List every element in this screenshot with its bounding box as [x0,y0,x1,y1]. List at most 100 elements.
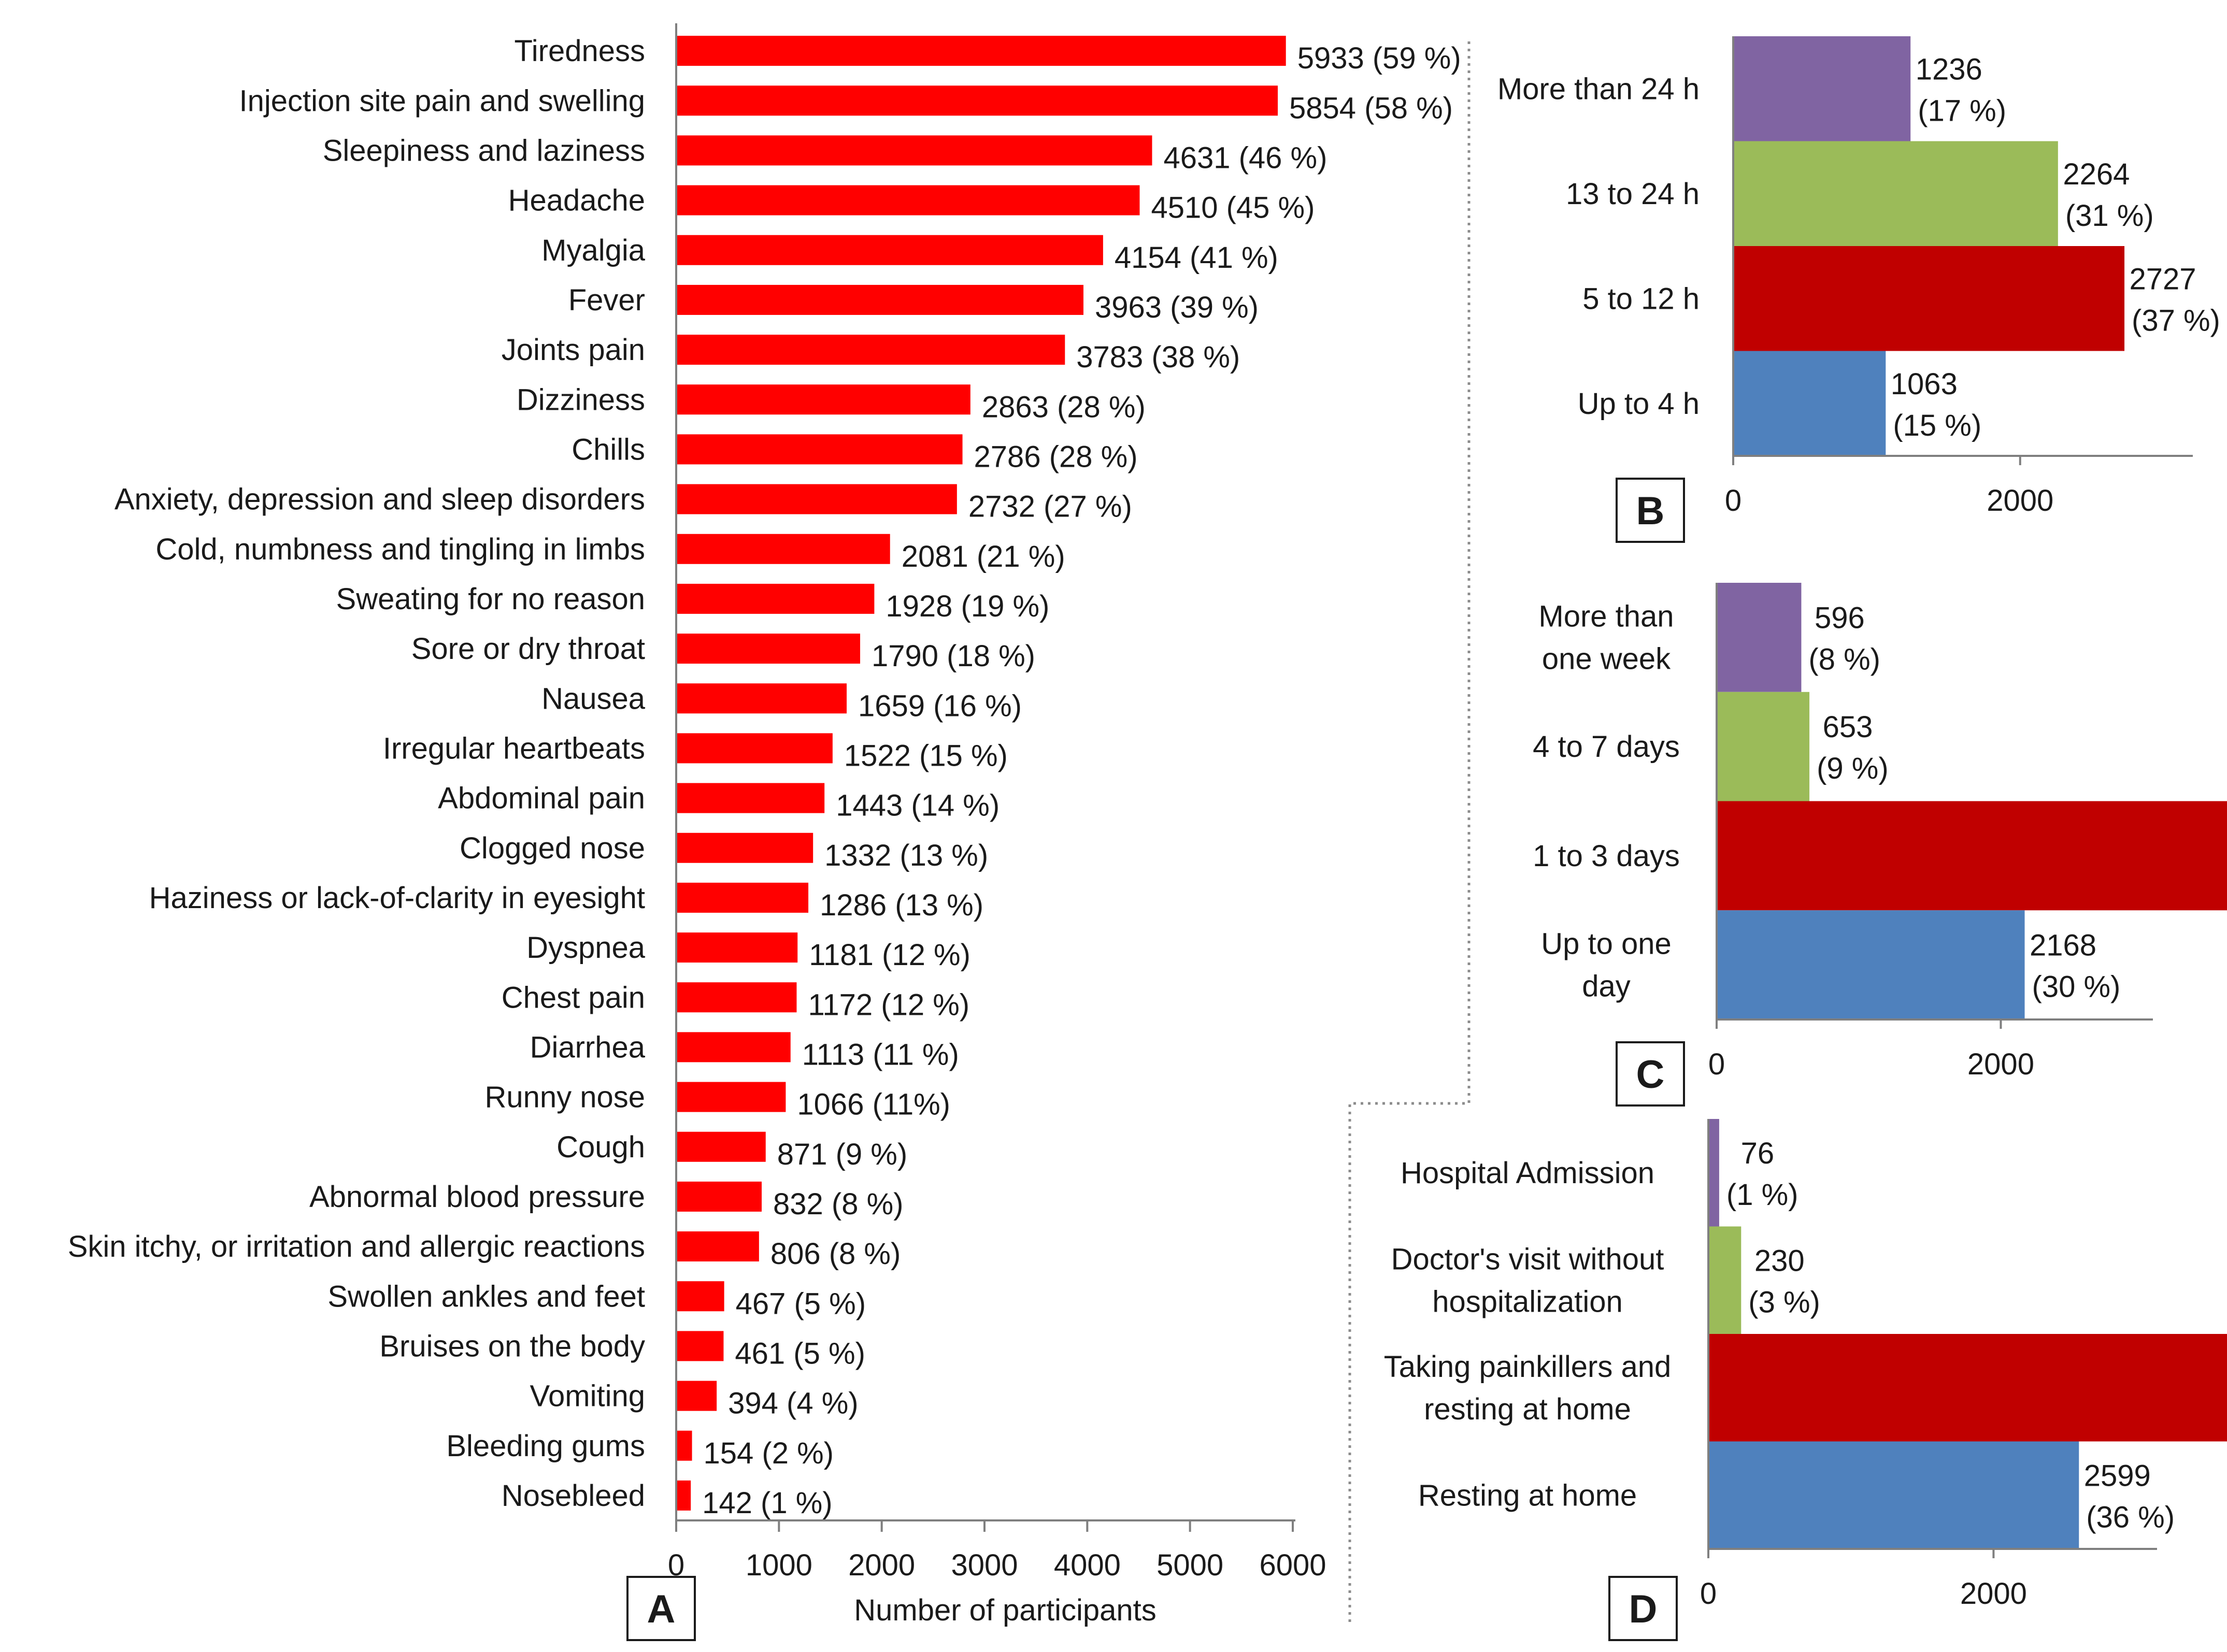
panel-a-category-label: Abnormal blood pressure [309,1180,645,1214]
panel-d-ticks: 020004000 [1700,1549,2027,1611]
panel-a-category-label: Runny nose [484,1081,645,1114]
panel-a-category-label: Injection site pain and swelling [239,84,645,118]
panel-a-value-label: 1286 (13 %) [820,888,983,922]
panel-a-value-label: 806 (8 %) [770,1237,901,1271]
panel-a-category-label: Sweating for no reason [336,582,645,616]
panel-d-category-label: Hospital Admission [1401,1156,1654,1190]
panel-a-letter-box [626,1576,696,1641]
panel-a-category-label: Bleeding gums [446,1429,645,1463]
panel-b-tick-label: 2000 [1987,484,2053,518]
panel-a-bar [676,484,957,514]
panel-a-value-label: 461 (5 %) [735,1337,865,1370]
panel-c-bar [1717,692,1810,801]
panel-a-bar [676,1181,762,1212]
panel-c-bars: More than one week 596 (8 %) 4 to 7 days 653 (… [1533,583,2227,1019]
panel-a-bar [676,185,1140,216]
panel-b-bar [1733,246,2125,351]
panel-a-value-label: 394 (4 %) [728,1387,858,1420]
panel-c-category-label: one week [1542,642,1671,676]
panel-d-tick-label: 2000 [1960,1577,2027,1611]
panel-a-bar [676,982,797,1013]
panel-a-value-label: 2081 (21 %) [902,540,1065,573]
panel-c-value-count: 2168 [2030,929,2096,963]
panel-a-bar [676,634,861,664]
panel-b-category-label: Up to 4 h [1578,387,1700,421]
panel-a-bar [676,1131,766,1162]
panel-a-category-label: Chills [572,433,645,466]
panel-a-value-label: 467 (5 %) [736,1287,866,1320]
panel-d-category-label: resting at home [1424,1392,1631,1426]
panel-b-value-count: 2264 [2063,157,2130,191]
panel-b-value-percent: (15 %) [1893,409,1981,442]
panel-a-bar [676,1082,786,1112]
panel-d-category-label: Taking painkillers and [1384,1350,1672,1384]
panel-a-value-label: 3783 (38 %) [1076,340,1240,374]
panel-a-value-label: 1928 (19 %) [886,590,1049,623]
panel-d-category-label: hospitalization [1432,1285,1623,1318]
panel-c-category-label: 4 to 7 days [1533,730,1680,764]
panel-a-tick-label: 3000 [951,1548,1018,1582]
panel-a-value-label: 1113 (11 %) [802,1038,959,1071]
panel-c-value-percent: (30 %) [2032,970,2121,1004]
panel-a-bar [676,1430,692,1461]
panel-b-letter-box [1616,478,1685,543]
panel-b-value-percent: (37 %) [2132,304,2220,337]
panel-a-bar [676,882,809,913]
panel-a-bar [676,384,970,415]
panel-a-bar [676,1281,724,1312]
panel-a-value-label: 832 (8 %) [773,1187,903,1221]
panel-a-bar [676,434,963,465]
panel-a-bar [676,235,1103,265]
panel-a-bars: Tiredness 5933 (59 %) Injection site pain … [68,34,1461,1520]
panel-d-value-count: 2599 [2084,1459,2151,1492]
panel-a-bar [676,1381,717,1411]
panel-a-category-label: Sleepiness and laziness [323,134,645,167]
panel-a-category-label: Nosebleed [502,1479,645,1513]
panel-a-value-label: 871 (9 %) [777,1138,907,1171]
panel-d-bar [1708,1441,2079,1549]
panel-a-value-label: 2786 (28 %) [974,440,1138,473]
panel-d-category-label: Doctor's visit without [1391,1242,1664,1276]
panel-b-bars: More than 24 h 1236 (17 %) 13 to 24 h 2264 (3… [1497,36,2220,456]
panel-a-value-label: 4510 (45 %) [1151,191,1315,225]
panel-a-chart: Tiredness 5933 (59 %) Injection site pain … [68,23,1461,1641]
panel-a-category-label: Cold, numbness and tingling in limbs [155,533,645,566]
panel-a-bar [676,583,875,614]
panel-d-letter: D [1629,1587,1658,1631]
panel-divider [1348,41,1471,1627]
panel-b-category-label: 13 to 24 h [1566,177,1700,211]
panel-d-category-label: Resting at home [1418,1478,1637,1512]
panel-a-bar [676,1032,791,1062]
panel-c-category-label: Up to one [1541,927,1672,961]
panel-a-category-label: Headache [508,184,645,218]
panel-a-category-label: Skin itchy, or irritation and allergic r… [68,1230,645,1263]
panel-c-letter: C [1636,1053,1665,1097]
panel-a-bar [676,783,825,813]
panel-a-bar [676,85,1278,116]
panel-b-category-label: More than 24 h [1497,72,1700,106]
panel-a-value-label: 154 (2 %) [704,1436,834,1470]
panel-a-value-label: 4631 (46 %) [1163,141,1327,175]
panel-a-category-label: Chest pain [502,981,645,1014]
panel-a-bar [676,932,798,963]
panel-a-value-label: 1181 (12 %) [809,938,970,972]
panel-a-tick-label: 1000 [746,1548,812,1582]
panel-a-category-label: Fever [568,283,645,317]
panel-a-bar [676,335,1065,365]
panel-c-category-label: More than [1538,599,1674,633]
panel-a-bar [676,832,813,863]
panel-a-bar [676,36,1286,66]
panel-d-bar [1708,1226,1741,1334]
panel-a-value-label: 5933 (59 %) [1297,41,1461,75]
panel-a-category-label: Abdominal pain [438,782,645,815]
panel-c-letter-box [1616,1041,1685,1107]
panel-b-category-label: 5 to 12 h [1582,282,1700,315]
panel-a-value-label: 1790 (18 %) [872,639,1035,673]
panel-a-category-label: Vomiting [530,1380,645,1413]
panel-a-bar [676,135,1152,166]
panel-a-bar [676,1231,759,1262]
panel-a-x-axis-title: Number of participants [854,1593,1156,1627]
panel-a-category-label: Sore or dry throat [411,632,645,666]
panel-b-bar [1733,36,1911,141]
